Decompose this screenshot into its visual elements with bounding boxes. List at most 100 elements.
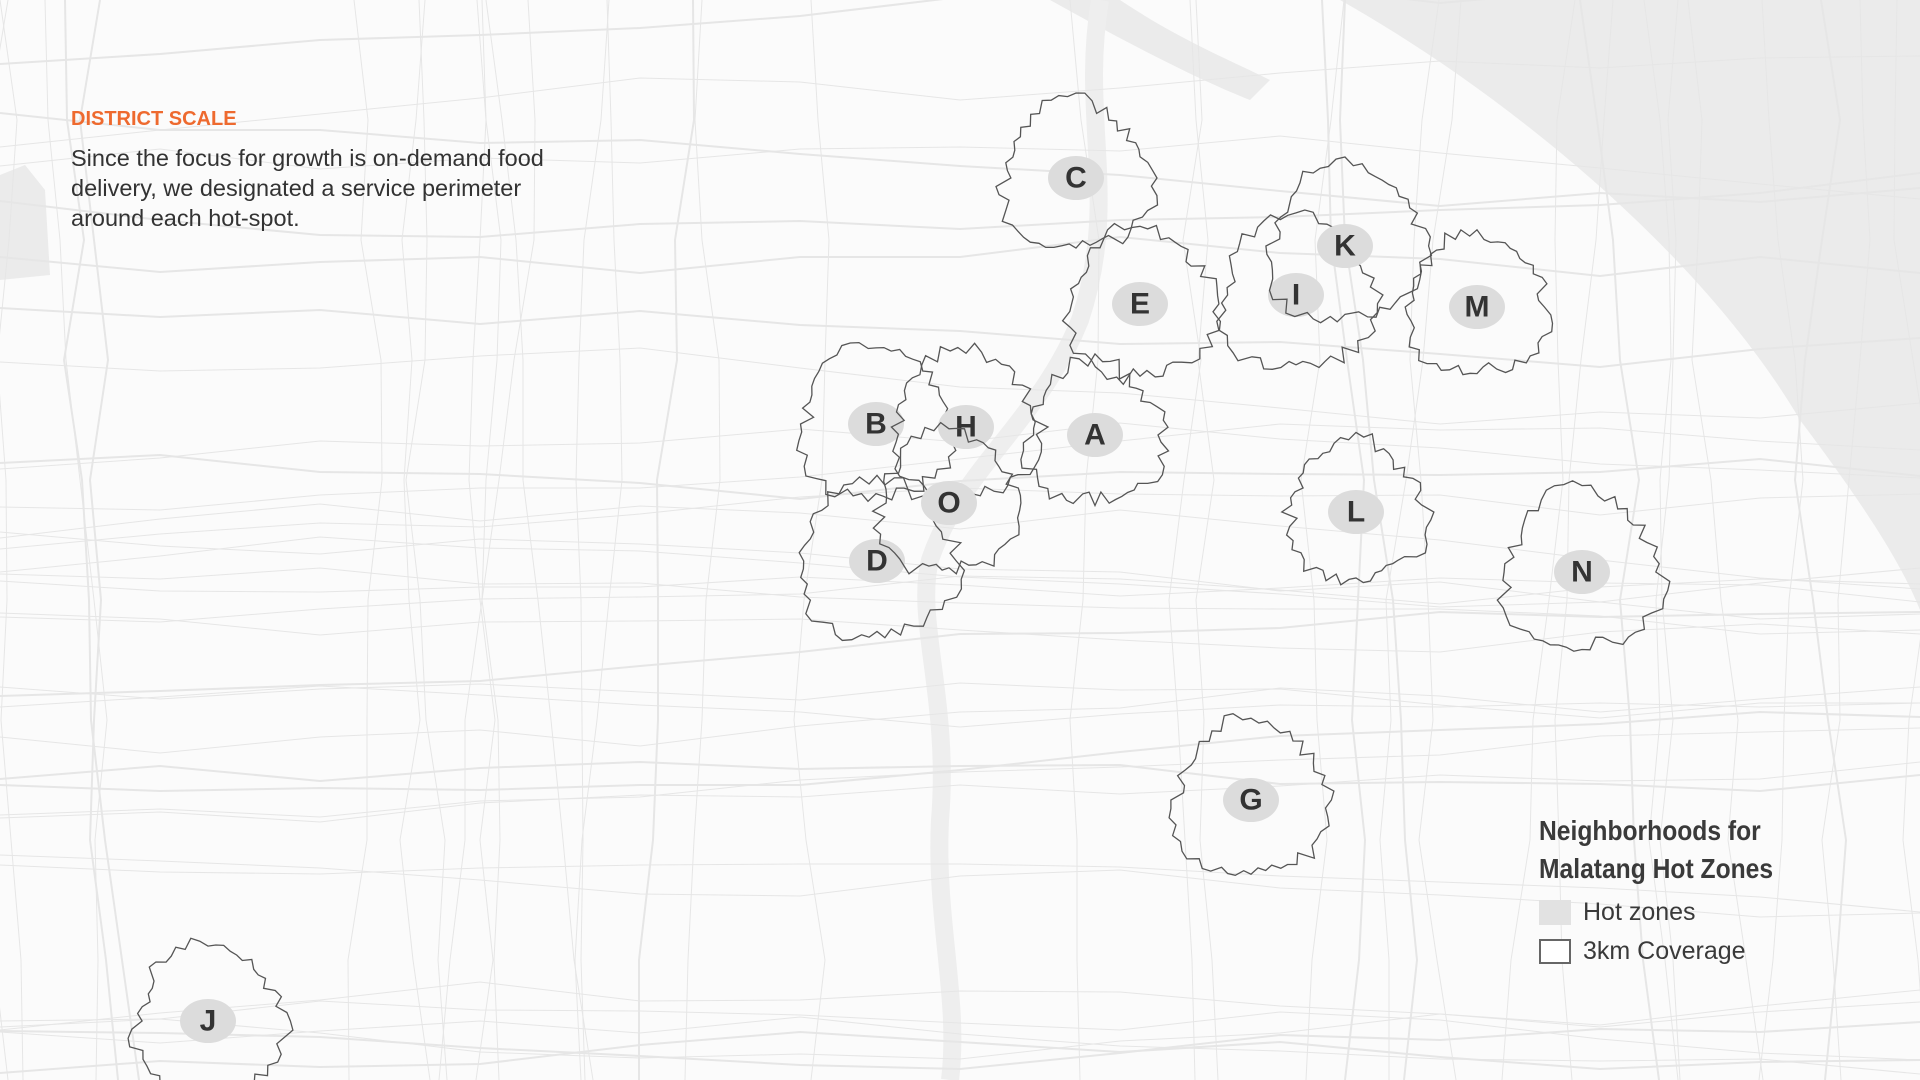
road bbox=[1409, 0, 1457, 1080]
section-kicker: DISTRICT SCALE bbox=[71, 108, 237, 130]
road bbox=[0, 1030, 1920, 1074]
road bbox=[0, 610, 1920, 697]
coverage-boundary bbox=[1496, 480, 1671, 652]
legend-item-coverage: 3km Coverage bbox=[1539, 937, 1805, 966]
road bbox=[684, 0, 721, 1080]
zone-label: B bbox=[865, 408, 887, 441]
legend-title-line: Neighborhoods for bbox=[1539, 815, 1761, 846]
hot-zone bbox=[848, 402, 904, 446]
zone-j[interactable]: J bbox=[127, 937, 294, 1080]
zone-label: O bbox=[937, 487, 960, 520]
coverage-boundary bbox=[995, 92, 1159, 249]
zone-label: K bbox=[1334, 230, 1356, 263]
road bbox=[399, 0, 431, 1080]
road bbox=[0, 682, 1920, 719]
coverage-boundary bbox=[798, 474, 966, 642]
road bbox=[485, 0, 594, 1080]
hot-zone-swatch bbox=[1539, 900, 1571, 925]
zone-b[interactable]: B bbox=[795, 341, 960, 503]
zone-label: H bbox=[955, 411, 977, 444]
coverage-boundary bbox=[871, 421, 1022, 575]
coverage-boundary bbox=[1265, 156, 1433, 324]
road bbox=[62, 0, 140, 1080]
road bbox=[1338, 0, 1419, 1080]
hot-zone bbox=[1317, 224, 1373, 268]
coverage-boundary bbox=[127, 937, 294, 1080]
road bbox=[1643, 0, 1681, 1080]
road bbox=[405, 0, 448, 1080]
road bbox=[347, 0, 383, 1080]
zone-g[interactable]: G bbox=[1168, 713, 1335, 876]
zone-e[interactable]: E bbox=[1061, 222, 1222, 386]
road bbox=[1189, 0, 1219, 1080]
road bbox=[0, 854, 1920, 918]
coverage-boundary bbox=[890, 342, 1050, 503]
road bbox=[0, 1001, 1920, 1060]
zone-m[interactable]: M bbox=[1404, 228, 1554, 376]
zone-label: A bbox=[1084, 419, 1106, 452]
road bbox=[638, 0, 696, 1080]
road bbox=[438, 0, 536, 1080]
road bbox=[0, 981, 1920, 1031]
hot-zone bbox=[1449, 285, 1505, 329]
river bbox=[917, 0, 1109, 1080]
road bbox=[0, 453, 1920, 501]
zone-label: I bbox=[1292, 279, 1300, 312]
zone-label: J bbox=[200, 1005, 217, 1038]
road bbox=[0, 1016, 1920, 1075]
road bbox=[0, 423, 1920, 511]
road bbox=[1758, 0, 1804, 1080]
map-legend: Neighborhoods for Malatang Hot Zones Hot… bbox=[1539, 812, 1805, 966]
road bbox=[0, 307, 1920, 369]
legend-label: Hot zones bbox=[1583, 898, 1696, 926]
hot-zone bbox=[1223, 778, 1279, 822]
coverage-boundary bbox=[795, 341, 960, 503]
road bbox=[0, 710, 1920, 793]
zone-n[interactable]: N bbox=[1496, 480, 1671, 652]
road bbox=[0, 347, 1920, 425]
road bbox=[0, 0, 24, 1080]
road bbox=[1379, 0, 1462, 1080]
road bbox=[0, 1000, 1920, 1061]
legend-label: 3km Coverage bbox=[1583, 937, 1746, 965]
legend-title: Neighborhoods for Malatang Hot Zones bbox=[1539, 812, 1773, 888]
road bbox=[0, 686, 1920, 754]
zone-label: E bbox=[1130, 288, 1150, 321]
section-description: Since the focus for growth is on-demand … bbox=[71, 145, 544, 231]
hot-zone bbox=[921, 481, 977, 525]
zone-c[interactable]: C bbox=[995, 92, 1159, 249]
hot-zone bbox=[1067, 413, 1123, 457]
zones-layer: A B C D E G H I J K L M N O bbox=[127, 92, 1671, 1080]
coverage-swatch bbox=[1539, 939, 1571, 964]
zone-l[interactable]: L bbox=[1280, 431, 1435, 586]
zone-h[interactable]: H bbox=[890, 342, 1050, 503]
zone-label: G bbox=[1239, 784, 1262, 817]
road bbox=[1687, 0, 1764, 1080]
road bbox=[0, 112, 1920, 208]
river-area bbox=[1050, 0, 1270, 100]
hot-zone bbox=[1554, 550, 1610, 594]
coverage-boundary bbox=[1168, 713, 1335, 876]
legend-item-hot-zones: Hot zones bbox=[1539, 898, 1805, 927]
hot-zone bbox=[1268, 273, 1324, 317]
zone-k[interactable]: K bbox=[1265, 156, 1433, 324]
intro-panel: DISTRICT SCALE Since the focus for growt… bbox=[71, 108, 571, 233]
road bbox=[0, 685, 1920, 728]
road bbox=[0, 536, 1920, 620]
road bbox=[1793, 0, 1848, 1080]
zone-label: L bbox=[1347, 496, 1365, 529]
zone-o[interactable]: O bbox=[871, 421, 1022, 575]
zone-label: C bbox=[1065, 162, 1087, 195]
road bbox=[1321, 0, 1367, 1080]
road bbox=[574, 0, 623, 1080]
road bbox=[0, 0, 1486, 65]
hot-zone bbox=[1328, 490, 1384, 534]
sea-area bbox=[1340, 0, 1920, 610]
road bbox=[0, 172, 1920, 239]
hot-zone bbox=[180, 999, 236, 1043]
coverage-boundary bbox=[1061, 222, 1222, 386]
legend-title-line: Malatang Hot Zones bbox=[1539, 853, 1774, 884]
